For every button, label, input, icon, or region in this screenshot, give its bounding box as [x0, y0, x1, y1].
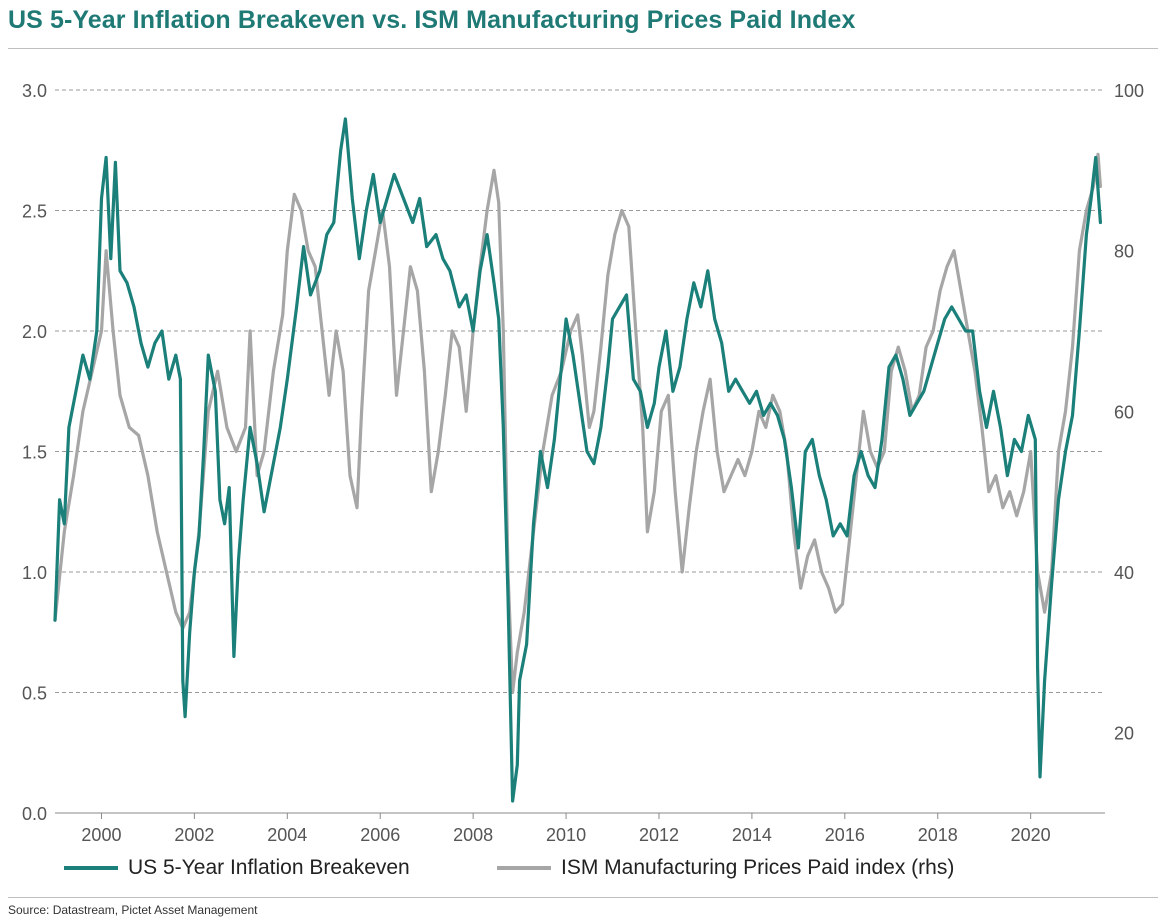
- series-line-ism: [53, 152, 1102, 695]
- legend-item-ism: ISM Manufacturing Prices Paid index (rhs…: [497, 856, 954, 880]
- y2-tick-label: 20: [1114, 724, 1134, 744]
- left-axis-ticks: 0.0 0.5 1.0 1.5 2.0 2.5 3.0: [22, 81, 47, 824]
- y2-tick-label: 100: [1114, 81, 1144, 101]
- legend-label-ism: ISM Manufacturing Prices Paid index (rhs…: [561, 856, 955, 879]
- x-tick-label: 2002: [174, 825, 214, 845]
- legend-swatch-breakeven: [64, 866, 118, 870]
- y-tick-label: 0.0: [22, 804, 47, 824]
- x-tick-label: 2006: [360, 825, 400, 845]
- legend-swatch-ism: [497, 866, 551, 870]
- legend-label-breakeven: US 5-Year Inflation Breakeven: [128, 856, 410, 879]
- y-tick-label: 1.5: [22, 443, 47, 463]
- x-tick-label: 2018: [918, 825, 958, 845]
- y-tick-label: 1.0: [22, 563, 47, 583]
- chart-title: US 5-Year Inflation Breakeven vs. ISM Ma…: [8, 6, 856, 34]
- series-lines: [53, 117, 1102, 803]
- x-tick-label: 2020: [1011, 825, 1051, 845]
- x-tick-label: 2004: [267, 825, 307, 845]
- y-tick-label: 0.5: [22, 684, 47, 704]
- right-axis-ticks: 20 40 60 80 100: [1114, 81, 1144, 744]
- source-note: Source: Datastream, Pictet Asset Managem…: [8, 903, 258, 917]
- x-tick-label: 2014: [732, 825, 772, 845]
- y2-tick-label: 80: [1114, 242, 1134, 262]
- x-tick-label: 2010: [546, 825, 586, 845]
- y2-tick-label: 60: [1114, 402, 1134, 422]
- title-divider: [8, 48, 1158, 49]
- x-axis-ticks: 2000 2002 2004 2006 2008 2010 2012 2014 2016 2018…: [81, 813, 1051, 845]
- x-tick-label: 2016: [825, 825, 865, 845]
- footer-divider: [8, 897, 1158, 898]
- series-line-breakeven: [53, 117, 1102, 803]
- y-tick-label: 2.0: [22, 322, 47, 342]
- x-tick-label: 2008: [453, 825, 493, 845]
- legend-item-breakeven: US 5-Year Inflation Breakeven: [64, 856, 410, 880]
- x-tick-label: 2000: [81, 825, 121, 845]
- gridlines: [55, 89, 1105, 814]
- y2-tick-label: 40: [1114, 563, 1134, 583]
- x-tick-label: 2012: [639, 825, 679, 845]
- y-tick-label: 2.5: [22, 202, 47, 222]
- y-tick-label: 3.0: [22, 81, 47, 101]
